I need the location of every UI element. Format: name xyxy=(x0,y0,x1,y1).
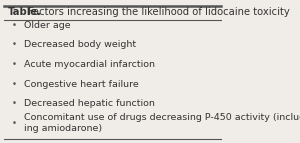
Text: •: • xyxy=(11,40,16,49)
Text: Concomitant use of drugs decreasing P-450 activity (includ-
ing amiodarone): Concomitant use of drugs decreasing P-45… xyxy=(24,113,300,133)
Text: Decreased hepatic function: Decreased hepatic function xyxy=(24,99,154,108)
Text: Decreased body weight: Decreased body weight xyxy=(24,40,136,49)
Text: •: • xyxy=(11,99,16,108)
Text: •: • xyxy=(11,21,16,30)
Text: •: • xyxy=(11,119,16,128)
Text: Older age: Older age xyxy=(24,21,70,30)
Text: •: • xyxy=(11,80,16,89)
Text: Congestive heart failure: Congestive heart failure xyxy=(24,80,138,89)
Text: Table.: Table. xyxy=(8,7,42,17)
Text: Factors increasing the likelihood of lidocaine toxicity: Factors increasing the likelihood of lid… xyxy=(25,7,290,17)
Text: Acute myocardial infarction: Acute myocardial infarction xyxy=(24,60,154,69)
Text: •: • xyxy=(11,60,16,69)
